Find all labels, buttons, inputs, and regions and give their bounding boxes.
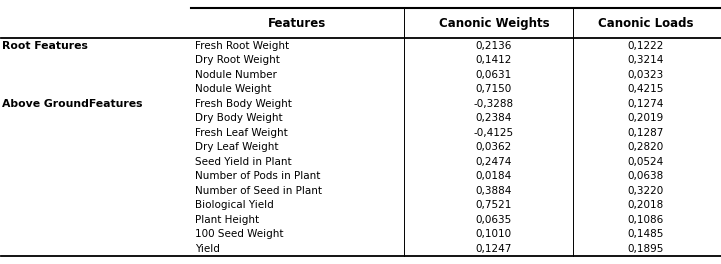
- Text: Fresh Body Weight: Fresh Body Weight: [195, 99, 291, 109]
- Text: 0,1412: 0,1412: [476, 55, 512, 65]
- Text: 0,2474: 0,2474: [476, 157, 512, 167]
- Text: 0,0638: 0,0638: [627, 171, 663, 181]
- Text: Fresh Root Weight: Fresh Root Weight: [195, 41, 289, 50]
- Text: 0,2019: 0,2019: [627, 113, 663, 123]
- Text: Canonic Weights: Canonic Weights: [438, 17, 549, 30]
- Text: 0,4215: 0,4215: [627, 84, 663, 94]
- Text: 0,0184: 0,0184: [476, 171, 512, 181]
- Text: Nodule Weight: Nodule Weight: [195, 84, 271, 94]
- Text: 0,0362: 0,0362: [476, 142, 512, 152]
- Text: 100 Seed Weight: 100 Seed Weight: [195, 229, 283, 239]
- Text: Nodule Number: Nodule Number: [195, 70, 277, 79]
- Text: Yield: Yield: [195, 244, 220, 254]
- Text: Number of Pods in Plant: Number of Pods in Plant: [195, 171, 320, 181]
- Text: Number of Seed in Plant: Number of Seed in Plant: [195, 186, 322, 196]
- Text: 0,1010: 0,1010: [476, 229, 512, 239]
- Text: 0,2384: 0,2384: [476, 113, 512, 123]
- Text: 0,1287: 0,1287: [627, 128, 663, 138]
- Text: Biological Yield: Biological Yield: [195, 200, 273, 210]
- Text: Dry Root Weight: Dry Root Weight: [195, 55, 280, 65]
- Text: 0,3220: 0,3220: [627, 186, 663, 196]
- Text: 0,2018: 0,2018: [627, 200, 663, 210]
- Text: 0,1086: 0,1086: [627, 215, 663, 225]
- Text: 0,1485: 0,1485: [627, 229, 663, 239]
- Text: 0,0323: 0,0323: [627, 70, 663, 79]
- Text: 0,2136: 0,2136: [476, 41, 512, 50]
- Text: 0,0631: 0,0631: [476, 70, 512, 79]
- Text: 0,0524: 0,0524: [627, 157, 663, 167]
- Text: 0,2820: 0,2820: [627, 142, 663, 152]
- Text: Above GroundFeatures: Above GroundFeatures: [2, 99, 143, 109]
- Text: Root Features: Root Features: [2, 41, 88, 50]
- Text: Dry Body Weight: Dry Body Weight: [195, 113, 283, 123]
- Text: 0,3214: 0,3214: [627, 55, 663, 65]
- Text: 0,3884: 0,3884: [476, 186, 512, 196]
- Text: Seed Yield in Plant: Seed Yield in Plant: [195, 157, 291, 167]
- Text: Dry Leaf Weight: Dry Leaf Weight: [195, 142, 278, 152]
- Text: 0,7521: 0,7521: [476, 200, 512, 210]
- Text: 0,0635: 0,0635: [476, 215, 512, 225]
- Text: Features: Features: [268, 17, 327, 30]
- Text: Fresh Leaf Weight: Fresh Leaf Weight: [195, 128, 288, 138]
- Text: Canonic Loads: Canonic Loads: [598, 17, 693, 30]
- Text: 0,1274: 0,1274: [627, 99, 663, 109]
- Text: Plant Height: Plant Height: [195, 215, 259, 225]
- Text: 0,1222: 0,1222: [627, 41, 663, 50]
- Text: 0,1247: 0,1247: [476, 244, 512, 254]
- Text: 0,1895: 0,1895: [627, 244, 663, 254]
- Text: 0,7150: 0,7150: [476, 84, 512, 94]
- Text: -0,3288: -0,3288: [474, 99, 514, 109]
- Text: -0,4125: -0,4125: [474, 128, 514, 138]
